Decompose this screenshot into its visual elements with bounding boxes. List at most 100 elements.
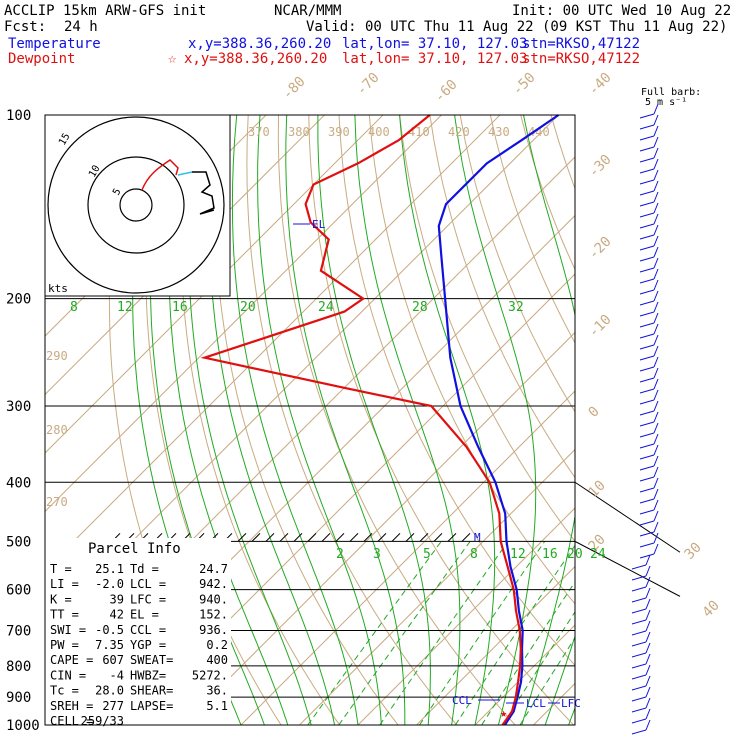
wind-barb-shaft <box>631 674 647 680</box>
wind-barb-flag <box>653 103 659 115</box>
theta-label: 390 <box>328 125 350 139</box>
pressure-tick-label: 100 <box>6 108 31 124</box>
parcel-info-cell: -0.5 <box>95 623 124 637</box>
parcel-info-cell: 7.35 <box>95 638 124 652</box>
legend-temperature-stn: stn=RKSO,47122 <box>522 36 640 52</box>
hatch-mark <box>377 533 387 542</box>
wind-barb-shaft <box>639 432 655 438</box>
wind-barb-shaft <box>639 212 655 218</box>
wind-barb-flag <box>645 719 651 731</box>
dry-adiabat <box>338 115 575 667</box>
isotherm-line <box>709 115 740 725</box>
hatch-mark <box>279 533 289 542</box>
wind-barb-flag <box>653 532 659 544</box>
wind-barb-shaft <box>639 421 655 427</box>
wind-barb-flag <box>653 543 659 555</box>
moist-adiabat <box>544 634 575 725</box>
parcel-info-cell: LI = <box>50 577 79 591</box>
parcel-info-cell: SHEAR= <box>130 684 173 698</box>
isotherm-label: 30 <box>682 540 705 563</box>
isotherm-line <box>299 448 575 725</box>
parcel-info-cell: 277 <box>102 699 124 713</box>
pressure-tick-label: 500 <box>6 534 31 550</box>
isotherm-line <box>45 115 384 454</box>
wind-barb-shaft <box>631 663 647 669</box>
hatch-mark <box>433 533 443 542</box>
wind-barb-shaft <box>631 696 647 702</box>
dry-adiabat <box>672 115 740 725</box>
hatch-mark <box>447 533 457 542</box>
theta-label: 410 <box>408 125 430 139</box>
isotherm-line <box>45 115 501 571</box>
mixing-ratio-label: 24 <box>590 547 606 562</box>
ccl-label: CCL <box>452 694 472 707</box>
wind-barb-shaft <box>639 256 655 262</box>
hodograph-ring-10 <box>87 156 185 254</box>
wind-barb-flag <box>645 708 651 720</box>
wind-barb-shaft <box>639 289 655 295</box>
barb-legend-line2: 5 m s⁻¹ <box>645 97 687 108</box>
m-label: M <box>474 531 481 544</box>
parcel-info-cell: SWI = <box>50 623 86 637</box>
theta-label: 370 <box>248 125 270 139</box>
moist-adiabat <box>354 115 461 725</box>
wind-barb-flag <box>653 521 659 533</box>
wind-barb-flag <box>653 400 659 412</box>
mixing-ratio-line <box>519 636 575 725</box>
init-time: Init: 00 UTC Wed 10 Aug 22 <box>512 3 731 19</box>
wind-barb-flag <box>645 598 651 610</box>
model-title: ACCLIP 15km ARW-GFS init <box>4 3 206 19</box>
wind-barb-flag <box>653 224 659 236</box>
hatch-mark <box>461 533 471 542</box>
wind-barb-shaft <box>631 630 647 636</box>
wind-barb-shaft <box>639 465 655 471</box>
parcel-info-cell: 5272. <box>192 668 228 682</box>
moist-adiabat-label: 16 <box>172 300 188 315</box>
wind-barb-shaft <box>639 113 655 119</box>
parcel-info-cell: 28.0 <box>95 684 124 698</box>
isotherm-label: -20 <box>586 234 615 263</box>
barb-legend-line1: Full barb: <box>641 87 701 98</box>
wind-barb-shaft <box>639 201 655 207</box>
hatch-mark <box>391 533 401 542</box>
parcel-info-cell: T = <box>50 562 72 576</box>
hatch-mark <box>335 533 345 542</box>
pressure-tick-label: 200 <box>6 292 31 308</box>
org-label: NCAR/MMM <box>274 3 341 19</box>
wind-barb-shaft <box>639 267 655 273</box>
wind-barb-flag <box>653 125 659 137</box>
wind-barb-shaft <box>631 619 647 625</box>
wind-barb-flag <box>653 268 659 280</box>
isotherm-line <box>651 115 740 725</box>
boundary-line <box>574 540 681 597</box>
wind-barb-shaft <box>639 245 655 251</box>
parcel-info-cell: K = <box>50 592 72 606</box>
theta-label: 280 <box>46 423 68 437</box>
moist-adiabat <box>257 115 382 725</box>
temperature-profile <box>437 114 560 726</box>
wind-barb-flag <box>653 235 659 247</box>
wind-barb-shaft <box>639 344 655 350</box>
wind-barb-flag <box>653 169 659 181</box>
pressure-tick-label: 700 <box>6 624 31 640</box>
parcel-info-cell: PW = <box>50 638 79 652</box>
isotherm-label: -10 <box>586 312 615 341</box>
wind-barb-shaft <box>639 399 655 405</box>
theta-label: 270 <box>46 495 68 509</box>
parcel-info-cell: EL = <box>130 608 159 622</box>
wind-barb-shaft <box>631 729 647 735</box>
wind-barb-shaft <box>639 388 655 394</box>
hodograph-units: kts <box>48 282 68 295</box>
parcel-info-cell: Td = <box>130 562 159 576</box>
mixing-ratio-label: 16 <box>542 547 558 562</box>
wind-barb-flag <box>645 664 651 676</box>
isotherm-line <box>182 331 575 725</box>
dry-adiabat <box>520 115 575 271</box>
fcst-label: Fcst: <box>4 19 46 35</box>
wind-barb-flag <box>645 686 651 698</box>
mixing-ratio-line <box>419 541 546 725</box>
wind-barb-flag <box>653 433 659 445</box>
mixing-ratio-line <box>307 541 442 725</box>
dry-adiabat <box>581 115 740 725</box>
